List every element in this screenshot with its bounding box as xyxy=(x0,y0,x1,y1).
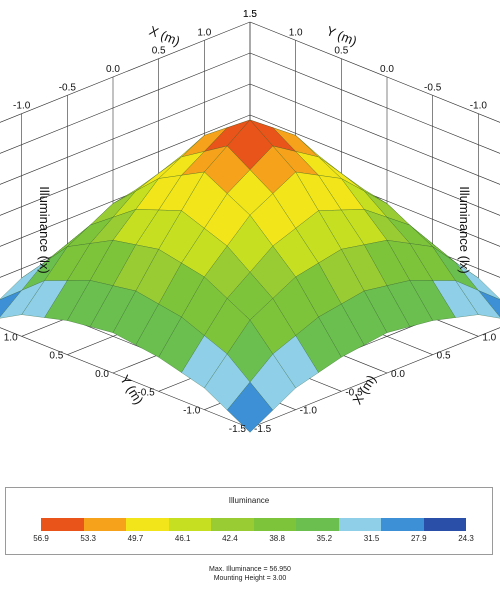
x-tick-label-top: 0.5 xyxy=(152,46,166,57)
legend-swatch xyxy=(381,518,424,531)
y-tick-label-bottom: 0.0 xyxy=(95,369,109,380)
y-tick-label-bottom: 0.5 xyxy=(49,351,63,362)
legend-label: 24.3 xyxy=(458,534,474,543)
y-tick-label-bottom: -1.5 xyxy=(229,424,247,435)
legend-label: 27.9 xyxy=(410,534,427,543)
wall-grid-line xyxy=(0,52,251,154)
legend-color-bar xyxy=(41,518,466,531)
x-tick-label-bottom: -0.5 xyxy=(345,387,363,398)
surface-cell xyxy=(226,381,274,433)
x-tick-label-bottom: 0.5 xyxy=(437,351,451,362)
y-tick-label-top: -1.0 xyxy=(470,101,488,112)
x-tick-label-bottom: 0.0 xyxy=(391,369,405,380)
floor-grid-line xyxy=(249,327,500,429)
wall-grid-line xyxy=(249,114,500,216)
legend-swatch xyxy=(41,518,84,531)
wall-grid-line xyxy=(249,83,500,185)
z-axis-title-left: Illuminance (lx) xyxy=(37,186,52,273)
wall-grid-line xyxy=(0,83,251,185)
legend-swatch xyxy=(296,518,339,531)
surface-plot: -1.5 -1.0 -0.5 0.0 0.5 1.0 1.5 -1.5 -1.0 -0.5 0.0 0… xyxy=(0,9,500,435)
x-tick-label-bottom: -1.5 xyxy=(254,424,272,435)
legend-swatch xyxy=(83,518,126,531)
max-illuminance-text: Max. Illuminance = 56.950 xyxy=(209,566,291,573)
y-tick-label-bottom: -1.0 xyxy=(183,406,201,417)
tick-labels: -1.5 -1.0 -0.5 0.0 0.5 1.0 1.5 -1.5 -1.0 -0.5 0.0 0… xyxy=(4,9,497,435)
mounting-height-text: Mounting Height = 3.00 xyxy=(213,575,287,582)
legend-label: 49.7 xyxy=(127,534,144,543)
legend-label: 46.1 xyxy=(174,534,191,543)
legend-swatch xyxy=(211,518,254,531)
x-tick-label-bottom: 1.0 xyxy=(482,332,496,343)
x-tick-label-top: 1.0 xyxy=(197,27,211,38)
legend-label: 31.5 xyxy=(363,534,380,543)
legend-swatch xyxy=(168,518,211,531)
wall-grid-line xyxy=(0,21,251,123)
legend: Illuminance 56.9 53.3 49.7 46.1 42.4 38.8 35.2… xyxy=(5,487,493,555)
y-tick-label-top: 0.5 xyxy=(334,46,348,57)
x-tick-label-top: -1.0 xyxy=(13,101,31,112)
z-axis-title-right: Illuminance (lx) xyxy=(457,186,472,273)
legend-swatch xyxy=(338,518,381,531)
legend-swatch xyxy=(253,518,296,531)
y-tick-label-top: 0.0 xyxy=(380,64,394,75)
legend-title: Illuminance xyxy=(228,496,270,505)
y-tick-label-bottom: 1.0 xyxy=(4,332,18,343)
x-tick-label-top: -0.5 xyxy=(59,82,77,93)
legend-label: 35.2 xyxy=(316,534,333,543)
legend-label: 56.9 xyxy=(33,534,49,543)
footer-info: Max. Illuminance = 56.950 Mounting Heigh… xyxy=(0,565,500,583)
surface-mesh xyxy=(0,119,500,433)
wall-grid-line xyxy=(0,114,251,216)
y-tick-label-top: 1.0 xyxy=(289,27,303,38)
legend-labels: 56.9 53.3 49.7 46.1 42.4 38.8 35.2 31.5 27.9 24.3 xyxy=(6,534,492,546)
y-tick-label-bottom: -0.5 xyxy=(137,387,155,398)
y-tick-label-top: 1.5 xyxy=(243,9,257,20)
x-tick-label-bottom: -1.0 xyxy=(300,406,318,417)
wall-grid-line xyxy=(249,52,500,154)
legend-swatch xyxy=(423,518,466,531)
x-tick-label-top: 0.0 xyxy=(106,64,120,75)
legend-label: 38.8 xyxy=(269,534,285,543)
y-tick-label-top: -0.5 xyxy=(424,82,442,93)
legend-label: 42.4 xyxy=(222,534,238,543)
legend-label: 53.3 xyxy=(80,534,97,543)
legend-swatch xyxy=(126,518,169,531)
x-tick-label-top: 1.5 xyxy=(243,9,257,20)
wall-grid-line xyxy=(249,21,500,123)
